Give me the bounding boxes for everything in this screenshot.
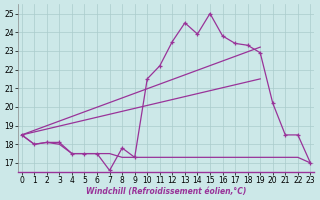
- X-axis label: Windchill (Refroidissement éolien,°C): Windchill (Refroidissement éolien,°C): [86, 187, 246, 196]
